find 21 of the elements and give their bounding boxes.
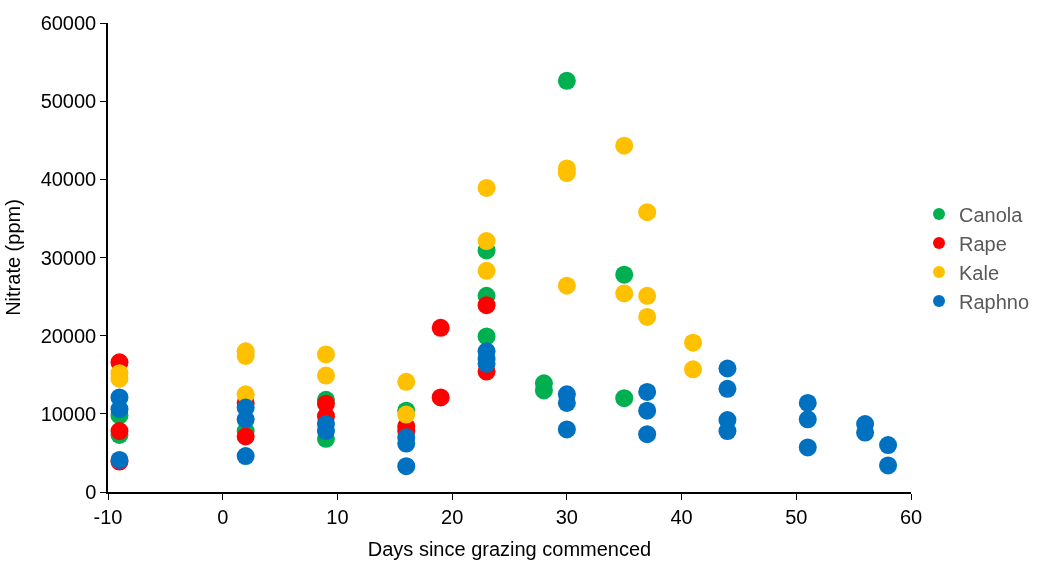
x-tick-label: 30 [555,505,578,528]
y-tick-label: 40000 [40,168,97,191]
y-tick-label: 60000 [40,12,97,34]
y-tick-label: 50000 [40,90,97,113]
x-tick-label: 40 [670,505,693,528]
x-tick-label: 60 [899,505,923,528]
y-axis-title: Nitrate (ppm) [1,199,24,316]
x-tick-label: 50 [785,505,808,528]
x-tick-label: 20 [441,505,464,528]
legend-label: Canola [959,203,1024,226]
legend-label: Kale [959,261,1000,284]
x-tick-label: 10 [326,505,349,528]
legend-label: Raphno [959,290,1030,313]
x-tick-label: -10 [93,505,123,528]
y-tick-label: 30000 [40,246,97,269]
y-tick-label: 20000 [40,324,97,347]
x-tick-label: 0 [217,505,229,528]
y-tick-label: 0 [85,481,97,503]
y-tick-label: 10000 [40,402,97,425]
legend-label: Rape [959,232,1007,255]
x-axis-title: Days since grazing commenced [367,537,652,560]
